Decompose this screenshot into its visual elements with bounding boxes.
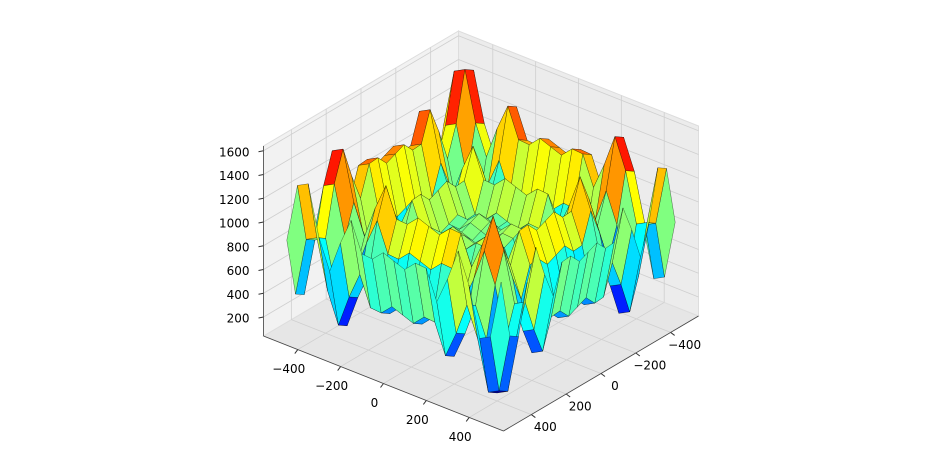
z-tick-label: 400 <box>227 288 250 302</box>
y-tick-label: 200 <box>569 400 592 414</box>
y-tick <box>565 393 571 398</box>
y-tick-label: −200 <box>633 358 666 372</box>
z-tick <box>258 197 264 200</box>
x-tick <box>337 366 342 371</box>
y-tick-label: 400 <box>534 420 557 434</box>
z-tick-label: 800 <box>227 240 250 254</box>
y-tick <box>670 332 675 336</box>
x-tick-label: −400 <box>272 362 305 376</box>
x-tick-label: 0 <box>371 396 379 410</box>
z-tick-label: 1000 <box>219 217 250 231</box>
grid-line <box>458 59 699 155</box>
z-tick-label: 1600 <box>219 145 250 159</box>
z-tick <box>258 150 264 153</box>
x-tick <box>422 400 427 405</box>
y-tick-label: −400 <box>668 338 701 352</box>
grid-line <box>263 59 459 175</box>
z-tick <box>258 292 264 295</box>
z-tick <box>258 269 264 271</box>
grid-line <box>263 35 459 152</box>
z-tick <box>258 245 264 248</box>
y-tick <box>531 414 536 418</box>
z-tick <box>258 316 264 319</box>
x-tick-label: 200 <box>406 413 429 427</box>
z-tick-label: 200 <box>227 312 250 326</box>
grid-line <box>458 35 699 132</box>
x-tick <box>294 349 299 354</box>
x-tick-label: −200 <box>315 379 348 393</box>
z-tick <box>258 174 264 176</box>
grid-line <box>263 82 459 199</box>
y-tick <box>635 352 641 357</box>
y-tick <box>600 373 606 377</box>
x-tick <box>380 383 384 388</box>
z-tick <box>258 221 264 224</box>
x-tick <box>465 417 470 422</box>
axis-line <box>503 315 699 432</box>
surface-patch <box>490 281 511 391</box>
axis-line <box>263 335 504 432</box>
grid-line <box>458 82 699 179</box>
x-tick-label: 400 <box>449 430 472 444</box>
y-tick-label: 0 <box>611 379 619 393</box>
z-tick-label: 1200 <box>219 193 250 207</box>
z-tick-label: 1400 <box>219 169 250 183</box>
grid-line <box>291 319 532 415</box>
z-tick-label: 600 <box>227 264 250 278</box>
